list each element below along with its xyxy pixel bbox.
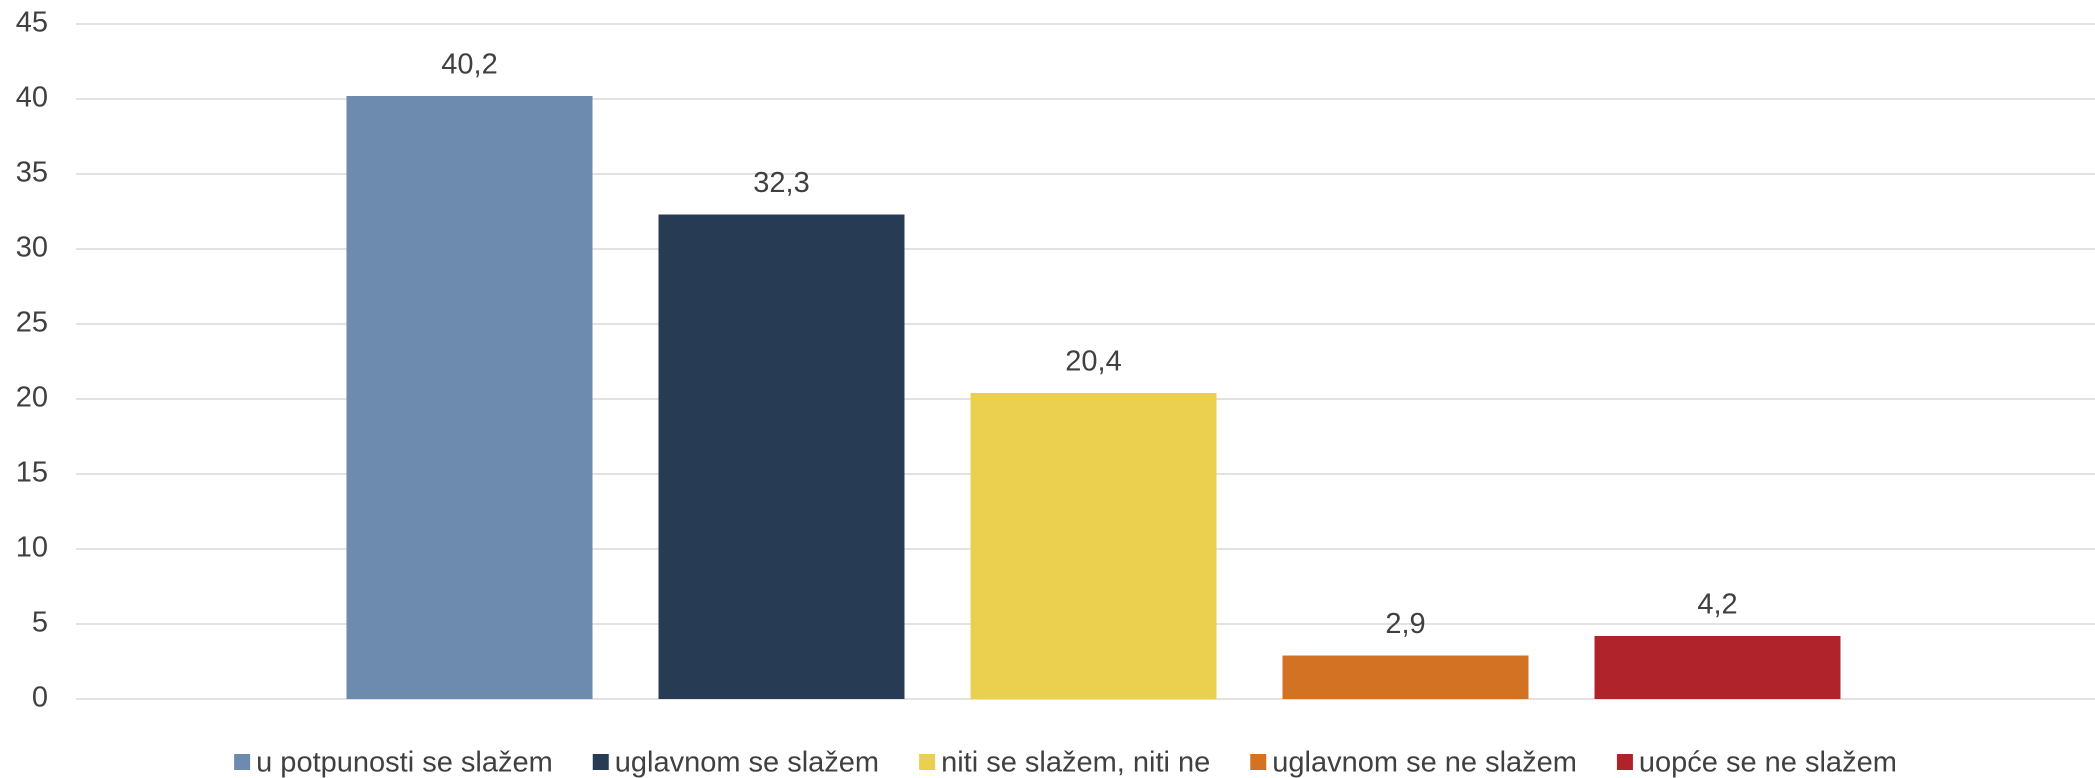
y-tick-label: 45	[16, 7, 48, 39]
bar	[346, 96, 593, 699]
legend-swatch	[1616, 754, 1633, 770]
bar	[1282, 655, 1529, 699]
data-label: 20,4	[1065, 346, 1121, 378]
y-tick-label: 10	[16, 532, 48, 564]
legend-label: niti se slažem, niti ne	[941, 747, 1210, 778]
data-label: 4,2	[1697, 589, 1737, 621]
y-tick-label: 40	[16, 82, 48, 114]
y-tick-label: 0	[32, 682, 48, 714]
legend-label: uglavnom se ne slažem	[1272, 747, 1577, 778]
y-tick-label: 20	[16, 382, 48, 414]
data-label: 32,3	[753, 167, 809, 199]
legend-swatch	[919, 754, 936, 770]
bar	[658, 214, 905, 699]
data-label: 40,2	[441, 49, 497, 81]
legend-swatch	[592, 754, 609, 770]
y-tick-label: 5	[32, 607, 48, 639]
bar	[1594, 636, 1841, 699]
legend-swatch	[234, 754, 251, 770]
legend-label: uglavnom se slažem	[615, 747, 879, 778]
data-label: 2,9	[1385, 608, 1425, 640]
y-tick-label: 15	[16, 457, 48, 489]
y-tick-label: 25	[16, 307, 48, 339]
y-tick-label: 30	[16, 232, 48, 264]
legend-label: u potpunosti se slažem	[256, 747, 553, 778]
legend-label: uopće se ne slažem	[1639, 747, 1897, 778]
y-tick-label: 35	[16, 157, 48, 189]
bar	[970, 393, 1217, 699]
legend-swatch	[1250, 754, 1267, 770]
